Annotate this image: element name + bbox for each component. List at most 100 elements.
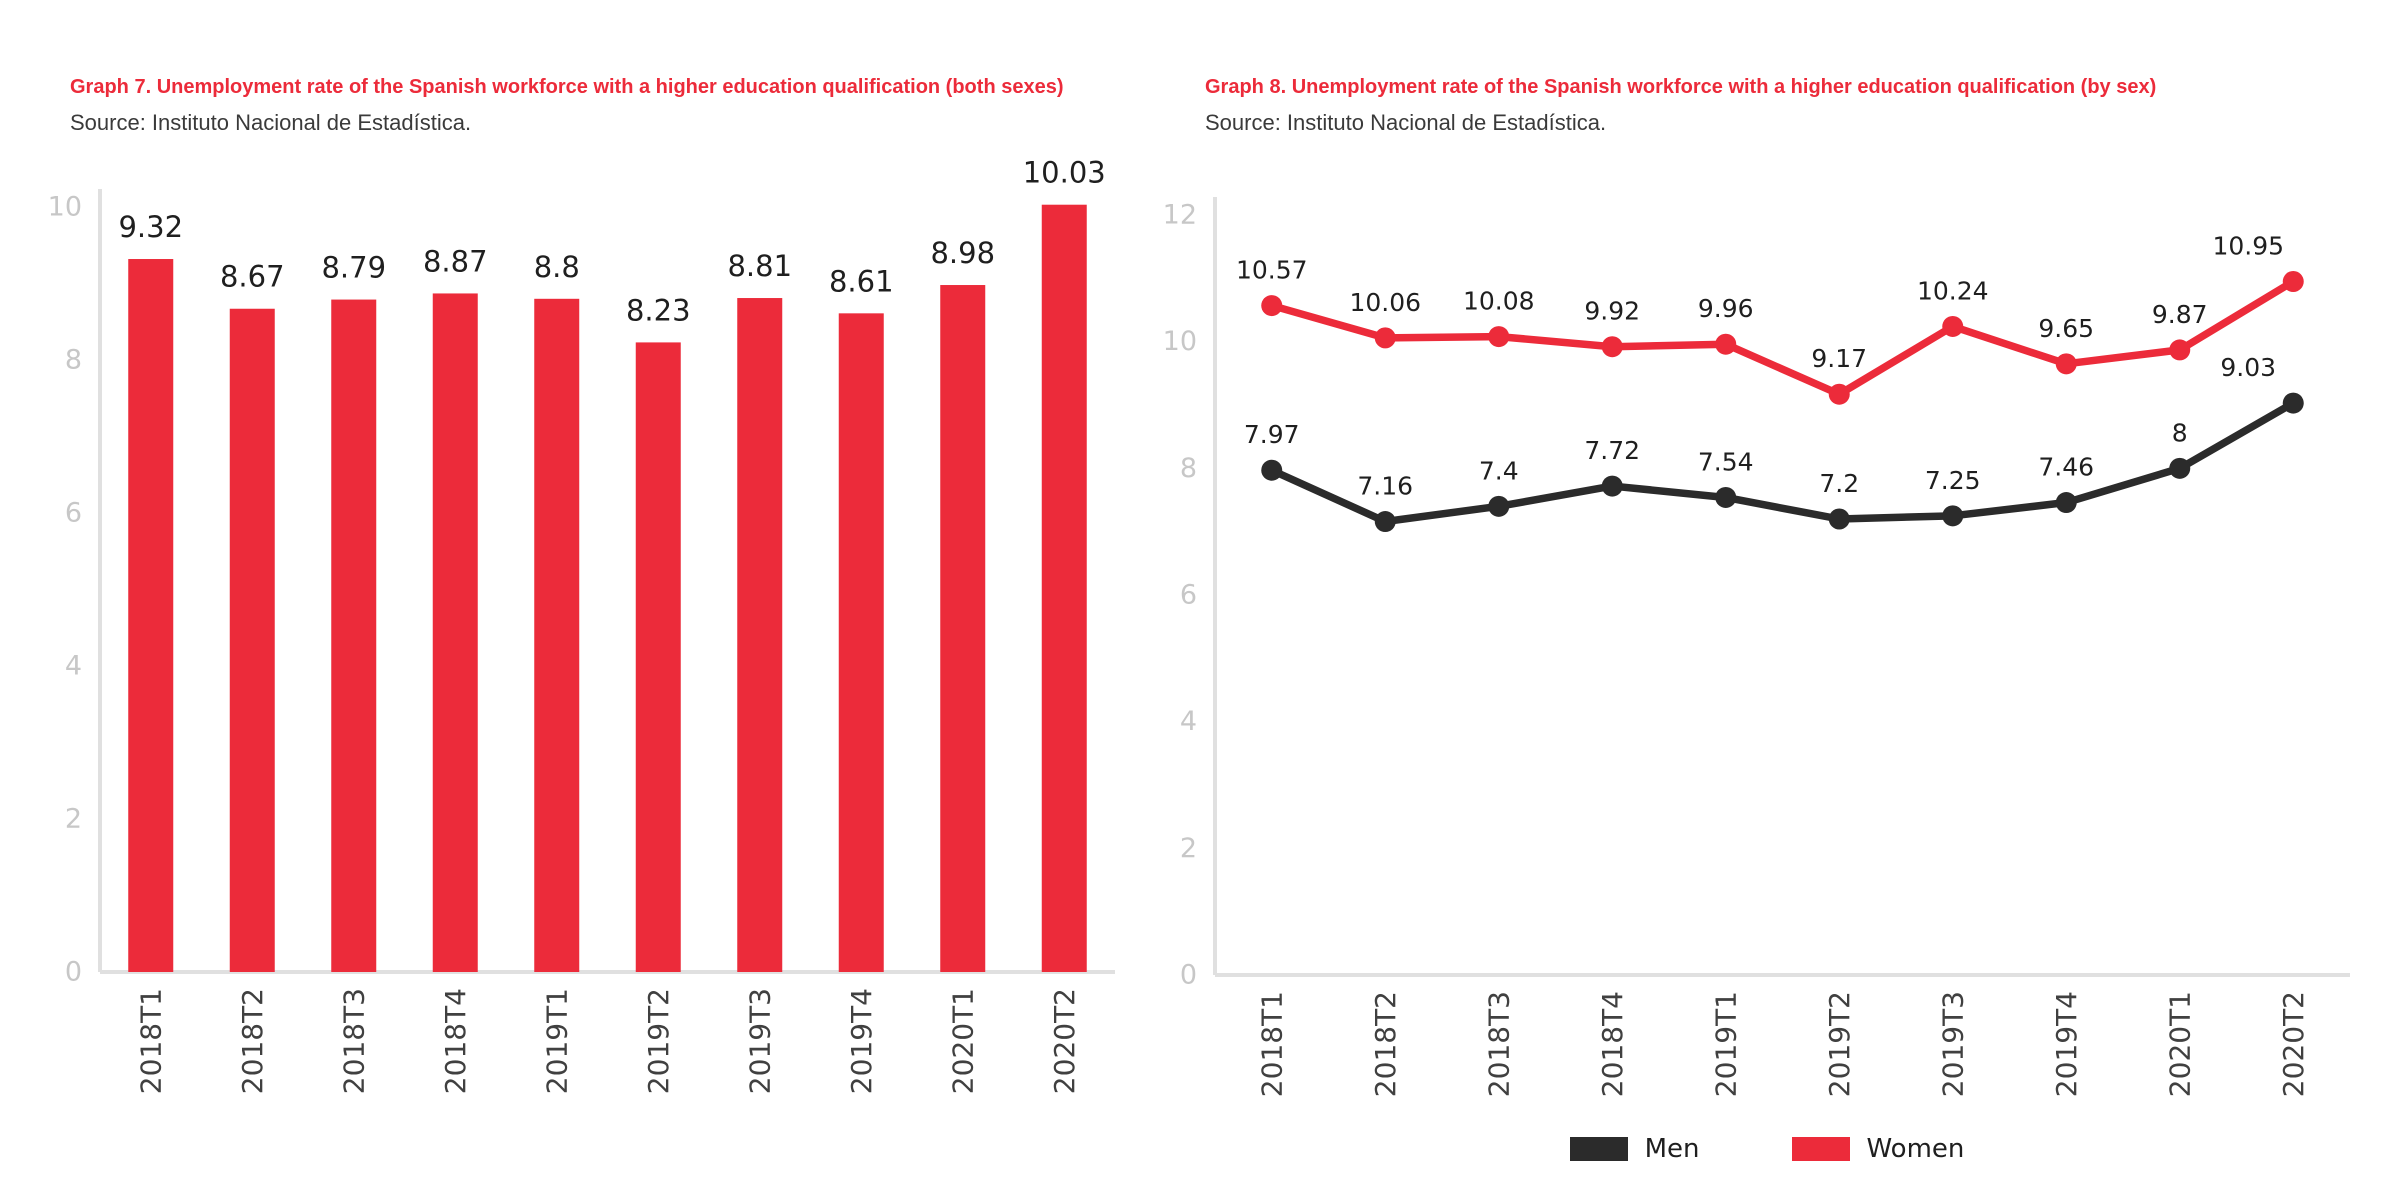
x-tick-label: 2018T4 — [1596, 991, 1629, 1097]
x-tick-label: 2020T1 — [946, 988, 979, 1094]
men-point-2020T1 — [2169, 457, 2191, 479]
x-tick-label: 2018T2 — [236, 988, 269, 1094]
x-tick-label: 2020T2 — [2277, 991, 2310, 1097]
legend-label-women: Women — [1866, 1134, 1965, 1164]
x-tick-label: 2018T3 — [337, 988, 370, 1094]
women-point-2019T1 — [1715, 333, 1737, 355]
bar-value-label: 8.67 — [220, 260, 285, 294]
y-tick-label: 10 — [48, 192, 82, 223]
x-tick-label: 2020T1 — [2163, 991, 2196, 1097]
x-tick-label: 2019T2 — [1823, 991, 1856, 1097]
men-point-label: 7.4 — [1479, 456, 1519, 485]
women-point-2018T1 — [1261, 295, 1283, 317]
bar-2018T2 — [229, 308, 275, 972]
women-point-2019T2 — [1828, 383, 1850, 405]
x-tick-label: 2018T3 — [1482, 991, 1515, 1097]
x-tick-label: 2018T2 — [1369, 991, 1402, 1097]
women-point-2019T4 — [2055, 353, 2077, 375]
x-tick-label: 2019T3 — [1936, 991, 1969, 1097]
legend: Men Women — [1150, 1126, 2384, 1172]
bar-value-label: 10.03 — [1023, 156, 1106, 190]
bar-2020T2 — [1041, 204, 1087, 972]
women-line — [1270, 278, 2296, 398]
men-point-2019T2 — [1828, 508, 1850, 530]
bar-value-label: 8.81 — [727, 249, 792, 283]
bar-value-label: 8.23 — [626, 293, 691, 327]
men-point-label: 7.46 — [2038, 453, 2094, 482]
graph8-source: Source: Instituto Nacional de Estadístic… — [1205, 110, 1607, 135]
men-point-label: 7.72 — [1584, 436, 1640, 465]
men-point-2019T4 — [2055, 492, 2077, 514]
x-tick-label: 2019T4 — [845, 988, 878, 1094]
y-tick-label: 8 — [65, 345, 82, 376]
women-point-label: 10.08 — [1463, 287, 1535, 316]
y-tick-label: 0 — [65, 957, 82, 988]
men-point-2019T1 — [1715, 486, 1737, 508]
women-point-2019T3 — [1942, 315, 1964, 337]
y-tick-label: 4 — [65, 651, 82, 682]
x-tick-label: 2018T1 — [1255, 991, 1288, 1097]
graph8-line-chart: 0 2 4 6 8 10 12 2018T1 2018T2 2018T3 2018T4 2019T1 2… — [1163, 197, 2350, 1097]
bar-value-label: 8.98 — [930, 236, 995, 270]
bar-2019T2 — [635, 342, 681, 972]
x-tick-label: 2018T1 — [134, 988, 167, 1094]
men-point-2019T3 — [1942, 505, 1964, 527]
men-point-label: 7.2 — [1819, 469, 1859, 498]
women-point-2018T2 — [1374, 327, 1396, 349]
women-point-label: 9.87 — [2152, 300, 2208, 329]
men-point-2018T1 — [1261, 459, 1283, 481]
bar-2018T1 — [128, 259, 174, 972]
bar-2018T3 — [331, 299, 377, 972]
women-point-label: 9.92 — [1584, 297, 1640, 326]
legend-item-men: Men — [1569, 1134, 1700, 1164]
x-tick-label: 2020T2 — [1048, 988, 1081, 1094]
legend-label-men: Men — [1644, 1134, 1700, 1164]
y-tick-label: 6 — [65, 498, 82, 529]
y-tick-label: 2 — [1180, 833, 1197, 864]
men-point-label: 9.03 — [2220, 353, 2276, 382]
women-point-label: 9.96 — [1698, 294, 1754, 323]
women-point-2018T3 — [1488, 326, 1510, 348]
bar-2020T1 — [940, 285, 986, 972]
men-point-label: 7.16 — [1357, 472, 1413, 501]
x-tick-label: 2018T4 — [439, 988, 472, 1094]
x-tick-label: 2019T2 — [642, 988, 675, 1094]
graph7-source: Source: Instituto Nacional de Estadístic… — [70, 110, 472, 135]
y-tick-label: 4 — [1180, 706, 1197, 737]
men-point-2020T2 — [2282, 392, 2304, 414]
men-point-label: 8 — [2172, 418, 2188, 447]
bar-value-label: 8.61 — [829, 264, 894, 298]
x-tick-label: 2019T4 — [2050, 991, 2083, 1097]
women-point-label: 10.95 — [2212, 232, 2284, 261]
women-point-label: 9.65 — [2038, 314, 2094, 343]
bar-value-label: 8.8 — [534, 250, 580, 284]
y-tick-label: 0 — [1180, 960, 1197, 991]
men-series-swatch — [1569, 1137, 1628, 1161]
bar-value-label: 9.32 — [118, 210, 183, 244]
men-point-label: 7.97 — [1244, 420, 1300, 449]
graph7-title: Graph 7. Unemployment rate of the Spanis… — [70, 76, 1064, 98]
graph7-bar-chart: 0 2 4 6 8 10 2018T1 2018T2 2018T3 2018T4 2019T1 201… — [48, 156, 1115, 1094]
men-point-2018T4 — [1601, 475, 1623, 497]
y-tick-label: 6 — [1180, 580, 1197, 611]
bar-value-label: 8.79 — [321, 251, 386, 285]
bar-2019T4 — [838, 313, 884, 972]
y-tick-label: 8 — [1180, 453, 1197, 484]
women-point-label: 10.24 — [1917, 276, 1989, 305]
women-point-2018T4 — [1601, 336, 1623, 358]
bar-value-label: 8.87 — [423, 244, 488, 278]
x-tick-label: 2019T1 — [540, 988, 573, 1094]
women-point-label: 9.17 — [1811, 344, 1867, 373]
women-point-label: 10.57 — [1236, 256, 1308, 285]
men-point-2018T3 — [1488, 495, 1510, 517]
men-point-label: 7.25 — [1925, 466, 1981, 495]
bar-2019T3 — [737, 298, 783, 972]
men-point-2018T2 — [1374, 511, 1396, 533]
men-line — [1270, 399, 2296, 526]
x-tick-label: 2019T3 — [743, 988, 776, 1094]
bar-2018T4 — [432, 293, 478, 972]
women-series-swatch — [1791, 1137, 1850, 1161]
women-point-label: 10.06 — [1349, 288, 1421, 317]
women-point-2020T1 — [2169, 339, 2191, 361]
